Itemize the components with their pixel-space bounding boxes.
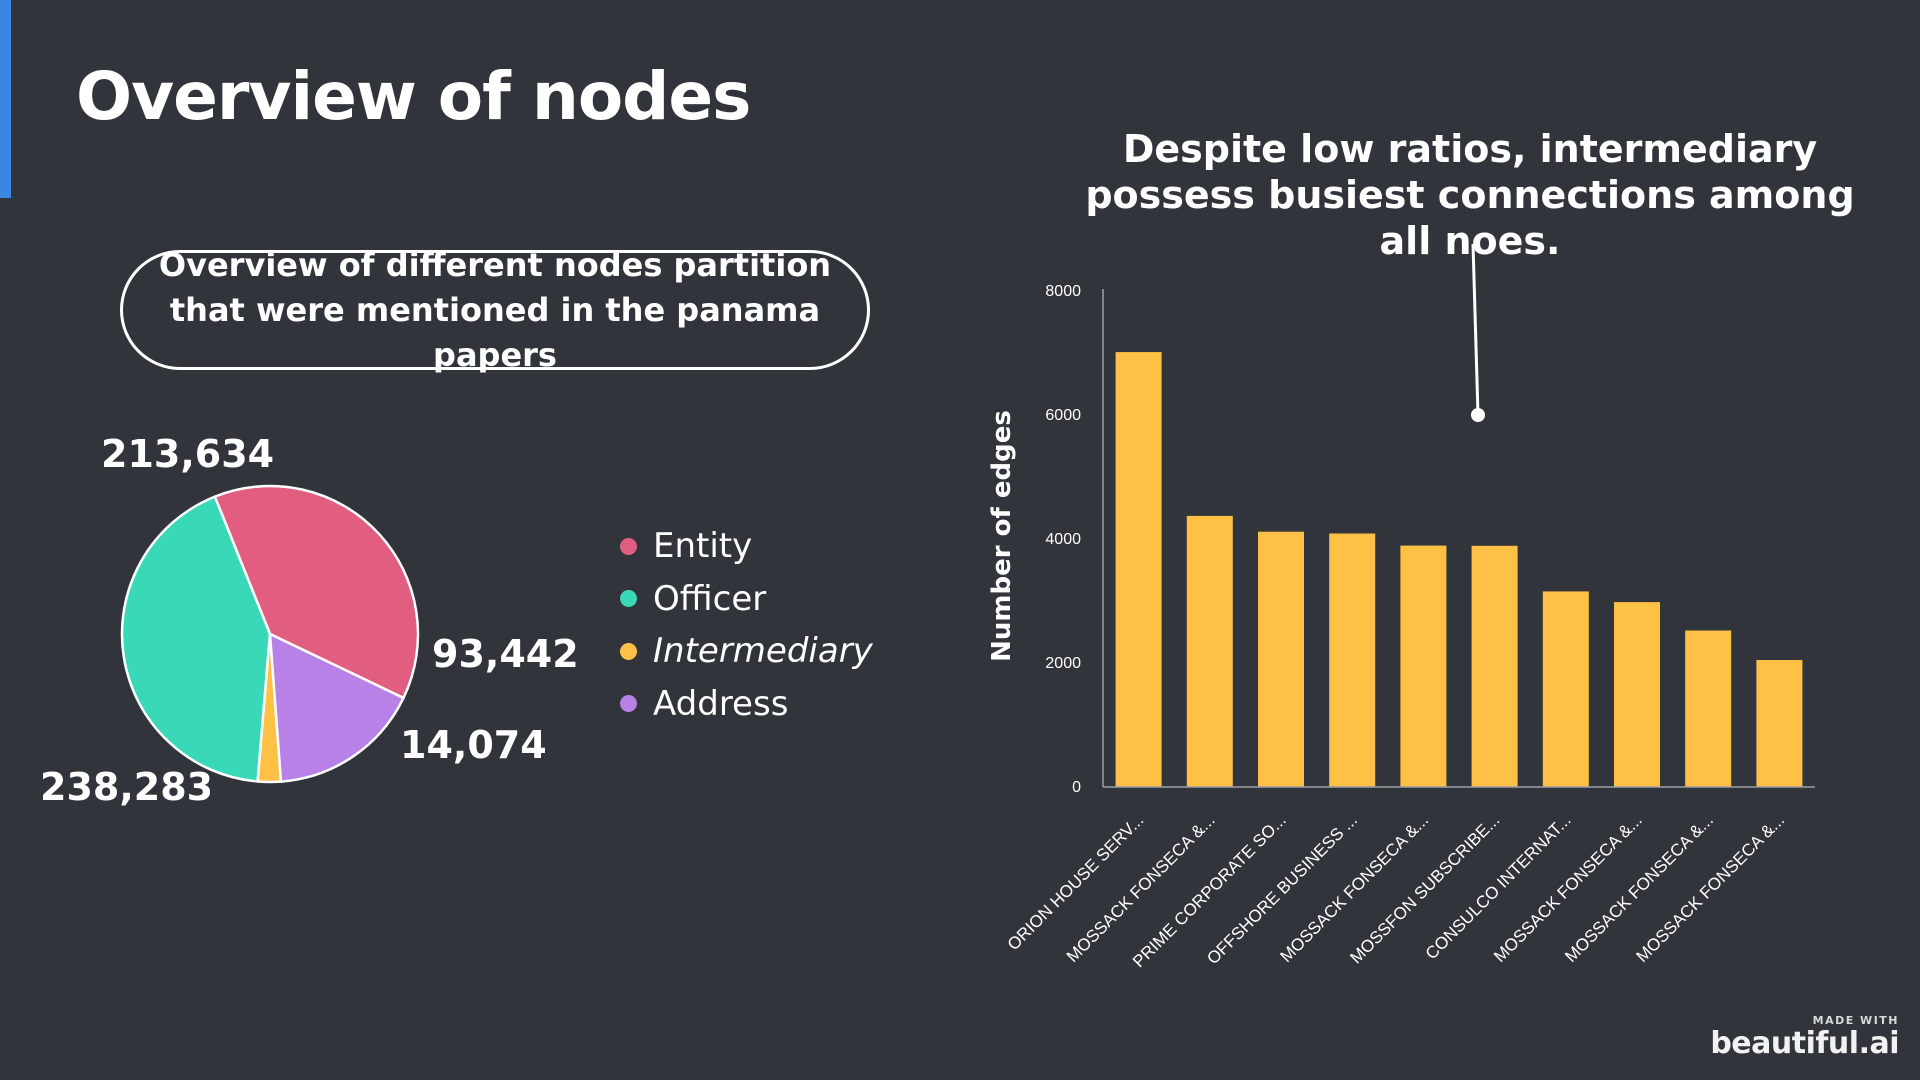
bar-1 [1115,352,1162,787]
x-tick-label: MOSSACK FONSECA &... [1277,810,1433,966]
description-pill: Overview of different nodes partition th… [120,246,870,374]
legend-dot-entity [620,537,637,555]
y-tick-label: 2000 [1045,655,1081,672]
y-tick-label: 6000 [1045,407,1081,424]
legend-dot-address [620,695,637,713]
slide-title: Overview of nodes [76,58,751,135]
x-tick-label: ORION HOUSE SERV... [1004,810,1148,954]
x-tick-label: PRIME CORPORATE SO... [1129,810,1290,971]
description-text: Overview of different nodes partition th… [158,245,832,374]
legend-item-entity: Entity [620,520,873,573]
x-tick-label: MOSSACK FONSECA &... [1561,810,1717,966]
callout-dot [1471,408,1485,422]
legend-dot-officer [620,590,637,608]
callout-line [1471,243,1480,416]
legend-label-officer: Officer [653,578,767,619]
legend-label-entity: Entity [653,526,753,567]
brand-logo: beautiful.ai [1710,1026,1899,1061]
x-tick-label: MOSSFON SUBSCRIBE... [1346,810,1503,967]
legend-item-address: Address [620,678,873,731]
y-tick-label: 4000 [1045,531,1081,548]
bar-9 [1685,630,1732,787]
pie-label-address: 93,442 [432,632,579,676]
bar-3 [1258,531,1304,787]
bar-7 [1542,591,1589,787]
y-tick-label: 8000 [1045,283,1081,300]
legend-label-address: Address [653,683,789,724]
x-tick-label: OFFSHORE BUSINESS ... [1203,810,1361,968]
pie-slice-officer [120,495,272,783]
bar-5 [1400,545,1447,787]
made-with-label: MADE WITH [1812,1014,1899,1027]
pie-slice-address [268,632,405,783]
pie-slice-entity [213,484,420,700]
legend-dot-intermediary [620,642,637,660]
pie-legend: Entity Officer Intermediary Address [620,520,873,730]
bar-2 [1186,515,1233,787]
bar-4 [1329,533,1376,787]
bar-6 [1471,545,1518,787]
y-tick-label: 0 [1072,779,1081,796]
bar-8 [1614,602,1660,787]
x-tick-label: MOSSACK FONSECA &... [1490,810,1646,966]
legend-item-intermediary: Intermediary [620,625,873,678]
x-tick-label: MOSSACK FONSECA &... [1633,810,1789,966]
chart-annotation: Despite low ratios, intermediary possess… [1085,127,1855,263]
pie-label-entity: 213,634 [101,432,275,476]
pie-label-officer: 238,283 [40,765,214,809]
legend-label-intermediary: Intermediary [653,631,873,672]
y-axis-title: Number of edges [987,410,1017,662]
x-tick-label: MOSSACK FONSECA &... [1063,810,1219,966]
accent-bar [0,0,11,198]
x-tick-label: CONSULCO INTERNAT... [1422,810,1575,963]
pie-chart [120,484,420,784]
legend-item-officer: Officer [620,573,873,626]
pie-label-intermediary: 14,074 [400,723,547,767]
bar-10 [1756,660,1803,787]
